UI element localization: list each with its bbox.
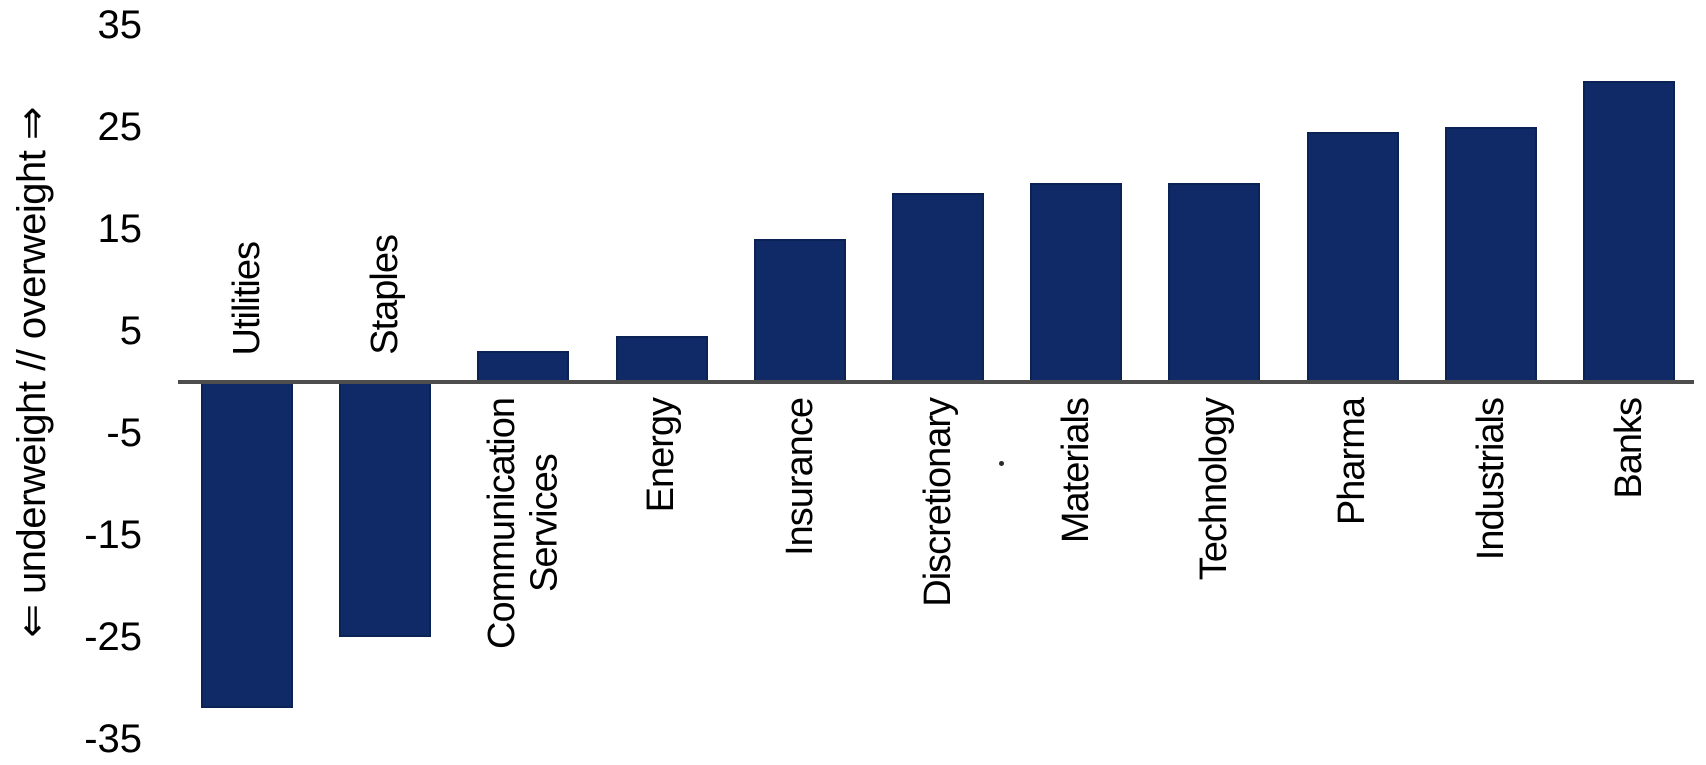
y-tick-label: -15: [84, 513, 142, 557]
y-tick-label: 15: [97, 207, 143, 251]
bar-discretionary: [892, 193, 984, 382]
y-tick-label: 5: [119, 309, 142, 353]
bar-technology: [1168, 183, 1261, 382]
bar-industrials: [1444, 127, 1537, 382]
bar-insurance: [753, 239, 846, 382]
category-label: Banks: [1607, 398, 1650, 499]
y-tick-label: -25: [84, 615, 142, 659]
category-label-wrap: Banks: [1539, 398, 1706, 499]
y-tick-label: -35: [84, 717, 142, 761]
category-label: Materials: [1054, 398, 1097, 544]
category-label: Technology: [1193, 398, 1236, 581]
bar-communication-services: [477, 351, 570, 382]
stray-dot-artifact: [999, 461, 1004, 466]
y-tick-label: 35: [97, 3, 143, 47]
category-label: Utilities: [225, 241, 268, 355]
category-label-wrap: Staples: [295, 235, 475, 355]
y-tick-label: 25: [97, 105, 143, 149]
category-label: Insurance: [778, 398, 821, 556]
category-label: Pharma: [1331, 398, 1374, 526]
category-label: Communication Services: [480, 398, 566, 649]
bar-banks: [1583, 81, 1675, 382]
category-label: Staples: [363, 235, 406, 355]
bar-pharma: [1306, 132, 1399, 382]
category-label: Industrials: [1469, 398, 1512, 561]
bar-staples: [339, 382, 432, 637]
category-label: Energy: [640, 398, 683, 513]
category-label: Discretionary: [916, 398, 959, 607]
bar-energy: [615, 336, 708, 382]
bar-materials: [1030, 183, 1123, 382]
bar-utilities: [201, 382, 293, 709]
x-axis-line: [178, 380, 1694, 384]
y-tick-label: -5: [106, 411, 142, 455]
